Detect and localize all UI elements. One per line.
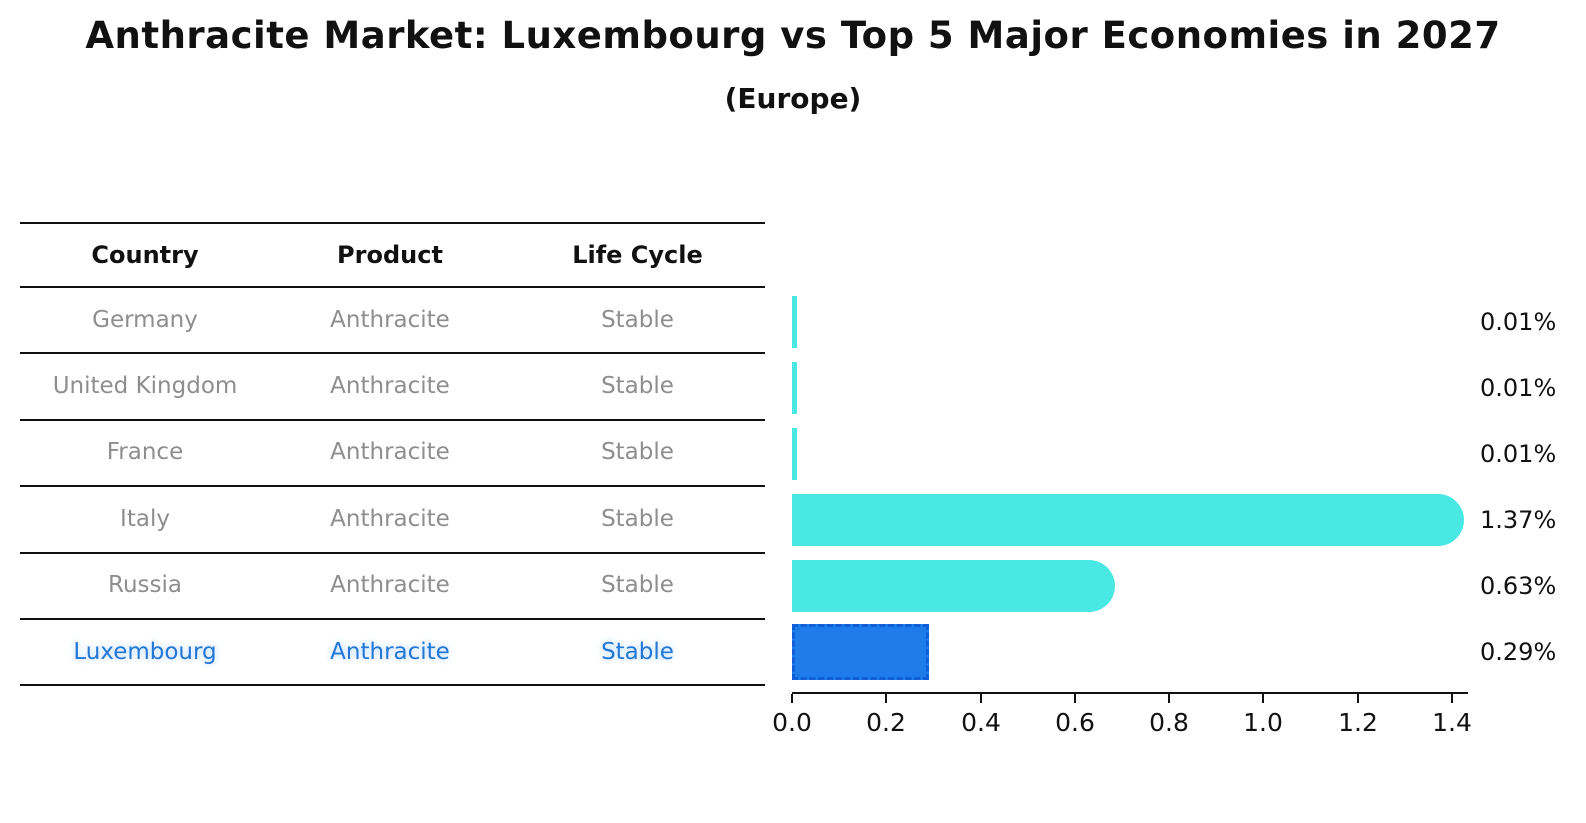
cell-country: France <box>106 439 184 466</box>
value-label: 0.01% <box>1480 440 1557 468</box>
table-row-italy: Italy Anthracite Stable <box>20 487 765 554</box>
cell-product: Anthracite <box>330 439 450 466</box>
cell-product: Anthracite <box>330 638 450 665</box>
x-tick <box>791 694 793 703</box>
x-tick-label: 0.8 <box>1149 708 1189 737</box>
cell-life-cycle: Stable <box>601 638 674 665</box>
bar-italy <box>792 494 1464 546</box>
bar-france <box>792 428 797 480</box>
x-tick-label: 0.2 <box>866 708 906 737</box>
cell-life-cycle: Stable <box>601 439 674 466</box>
value-label: 0.63% <box>1480 572 1557 600</box>
cell-life-cycle: Stable <box>601 572 674 599</box>
bar-united-kingdom <box>792 362 797 414</box>
cell-country: United Kingdom <box>52 372 238 399</box>
x-tick <box>1168 694 1170 703</box>
cell-product: Anthracite <box>330 372 450 399</box>
x-tick <box>1357 694 1359 703</box>
bar-luxembourg <box>792 624 929 680</box>
x-tick-label: 0.4 <box>961 708 1001 737</box>
x-tick-label: 0.0 <box>772 708 812 737</box>
x-tick <box>885 694 887 703</box>
table-row-germany: Germany Anthracite Stable <box>20 288 765 355</box>
header-cell-product: Product <box>337 240 443 269</box>
x-tick-label: 1.0 <box>1243 708 1283 737</box>
value-label: 0.01% <box>1480 308 1557 336</box>
value-label: 1.37% <box>1480 506 1557 534</box>
x-tick <box>1074 694 1076 703</box>
cell-product: Anthracite <box>330 306 450 333</box>
cell-country: Germany <box>92 306 198 333</box>
x-tick <box>1262 694 1264 703</box>
bar-russia <box>792 560 1115 612</box>
table-row-luxembourg: Luxembourg Anthracite Stable <box>20 620 765 687</box>
cell-product: Anthracite <box>330 572 450 599</box>
table-row-france: France Anthracite Stable <box>20 421 765 488</box>
cell-life-cycle: Stable <box>601 306 674 333</box>
x-tick-label: 1.4 <box>1432 708 1472 737</box>
data-table: Country Product Life Cycle Germany Anthr… <box>20 222 765 687</box>
table-row-united-kingdom: United Kingdom Anthracite Stable <box>20 354 765 421</box>
cell-country: Luxembourg <box>73 638 217 665</box>
value-label: 0.29% <box>1480 638 1557 666</box>
page-title: Anthracite Market: Luxembourg vs Top 5 M… <box>85 14 1501 57</box>
cell-country: Italy <box>120 505 170 532</box>
header-cell-country: Country <box>91 240 199 269</box>
bar-germany <box>792 296 797 348</box>
cell-life-cycle: Stable <box>601 372 674 399</box>
header-cell-life-cycle: Life Cycle <box>572 240 703 269</box>
x-tick <box>1451 694 1453 703</box>
page-subtitle: (Europe) <box>724 82 862 115</box>
x-tick-label: 1.2 <box>1338 708 1378 737</box>
x-tick-label: 0.6 <box>1055 708 1095 737</box>
table-header-row: Country Product Life Cycle <box>20 222 765 288</box>
value-label: 0.01% <box>1480 374 1557 402</box>
cell-country: Russia <box>108 572 182 599</box>
x-axis <box>792 692 1468 694</box>
table-row-russia: Russia Anthracite Stable <box>20 554 765 620</box>
x-tick <box>980 694 982 703</box>
cell-product: Anthracite <box>330 505 450 532</box>
cell-life-cycle: Stable <box>601 505 674 532</box>
